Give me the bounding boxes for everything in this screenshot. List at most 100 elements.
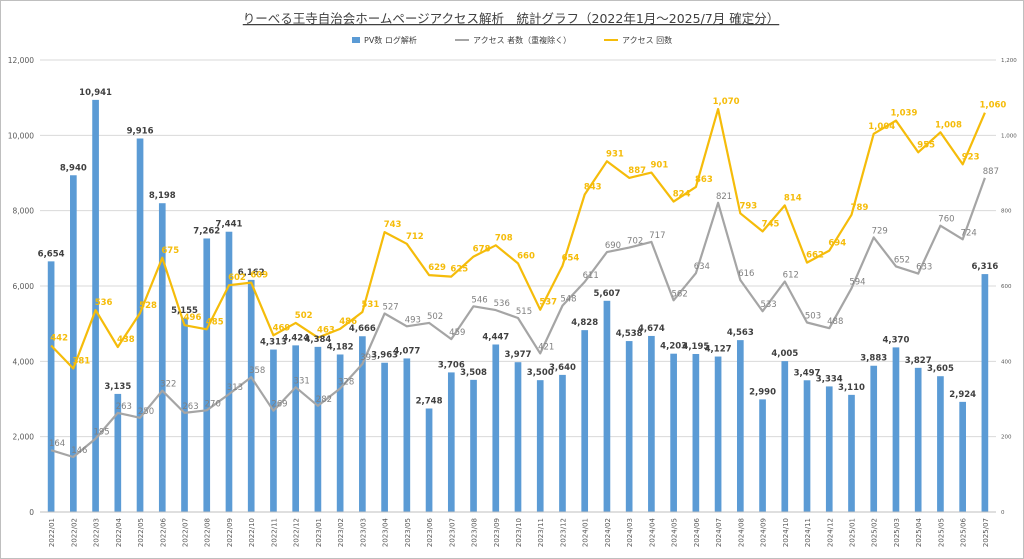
pv-bar: [181, 317, 188, 512]
pv-bar: [447, 372, 455, 512]
visitors-data-label: 282: [316, 395, 332, 405]
x-tick-label: 2025/05: [937, 518, 945, 547]
pv-data-label: 4,563: [727, 328, 754, 338]
pv-data-label: 4,313: [260, 338, 287, 348]
visitors-data-label: 421: [538, 342, 554, 352]
access-data-label: 463: [317, 326, 335, 336]
pv-data-label: 3,977: [505, 350, 532, 360]
access-data-label: 887: [628, 166, 646, 176]
y-right-tick-label: 600: [1001, 284, 1012, 290]
x-tick-label: 2023/06: [426, 517, 434, 547]
pv-bar: [247, 279, 255, 512]
pv-bar: [425, 408, 433, 512]
visitors-data-label: 634: [694, 262, 710, 272]
x-tick-label: 2025/02: [871, 518, 879, 547]
pv-data-label: 8,198: [149, 191, 176, 201]
pv-bar: [92, 99, 99, 512]
y-right-tick-label: 1,200: [1001, 58, 1017, 64]
x-tick-label: 2024/02: [604, 518, 612, 547]
access-data-label: 1,004: [868, 122, 895, 132]
y-right-tick-label: 400: [1001, 359, 1012, 365]
pv-bar: [114, 393, 122, 512]
x-tick-label: 2022/08: [204, 518, 212, 547]
visitors-data-label: 313: [227, 383, 243, 393]
access-data-label: 536: [95, 298, 113, 308]
visitors-data-label: 616: [738, 269, 754, 279]
access-data-label: 712: [406, 232, 424, 242]
x-tick-label: 2023/03: [359, 518, 367, 547]
pv-bar: [225, 231, 233, 512]
visitors-data-label: 164: [49, 439, 65, 449]
x-tick-label: 2023/01: [315, 518, 323, 547]
visitors-data-label: 821: [716, 192, 732, 202]
visitors-data-label: 502: [427, 312, 443, 322]
x-tick-label: 2024/10: [782, 518, 790, 547]
x-tick-label: 2025/03: [893, 518, 901, 547]
visitors-data-label: 322: [160, 380, 176, 390]
access-data-label: 502: [295, 311, 313, 321]
visitors-data-label: 533: [760, 300, 776, 310]
pv-bar: [603, 300, 611, 512]
x-tick-label: 2024/03: [626, 518, 634, 547]
visitors-data-label: 562: [672, 289, 688, 299]
pv-data-label: 4,674: [638, 324, 665, 334]
access-data-label: 625: [450, 265, 468, 275]
pv-data-label: 4,370: [883, 335, 910, 345]
x-tick-label: 2024/05: [671, 518, 679, 547]
pv-bar: [759, 399, 766, 512]
pv-data-label: 5,607: [593, 289, 620, 299]
access-data-label: 537: [539, 298, 557, 308]
pv-bar: [848, 394, 855, 512]
y-right-tick-label: 200: [1001, 435, 1012, 441]
visitors-data-label: 146: [71, 446, 87, 456]
pv-bar: [536, 380, 544, 512]
pv-data-label: 7,262: [193, 226, 220, 236]
pv-data-label: 3,883: [860, 354, 887, 364]
pv-bar: [403, 358, 411, 512]
visitors-data-label: 488: [827, 317, 843, 327]
pv-bar: [136, 138, 144, 513]
access-count-line: [50, 107, 986, 370]
y-left-tick-label: 0: [29, 508, 34, 517]
visitors-data-label: 328: [338, 377, 354, 387]
visitors-line: [50, 177, 986, 459]
pv-bar: [381, 362, 388, 512]
access-data-label: 793: [739, 201, 757, 211]
x-tick-label: 2022/12: [293, 518, 301, 547]
visitors-data-label: 729: [872, 226, 888, 236]
access-data-label: 743: [384, 220, 402, 230]
x-tick-label: 2022/01: [48, 518, 56, 547]
legend-pv-swatch: [352, 37, 360, 43]
pv-data-label: 4,005: [771, 349, 798, 359]
visitors-data-label: 612: [783, 270, 799, 280]
pv-bar: [870, 365, 878, 512]
x-tick-label: 2023/12: [559, 518, 567, 547]
pv-bar: [692, 353, 700, 512]
x-tick-label: 2024/04: [648, 517, 656, 547]
pv-data-label: 3,334: [816, 374, 843, 384]
access-data-label: 814: [784, 193, 802, 203]
legend-visitors-label: アクセス 者数（重複除く）: [473, 35, 571, 45]
pv-data-label: 3,497: [794, 368, 821, 378]
access-data-label: 442: [50, 334, 68, 344]
pv-data-label: 8,940: [60, 163, 87, 173]
x-tick-label: 2024/11: [804, 518, 812, 547]
access-data-label: 1,039: [891, 109, 918, 119]
pv-bar: [70, 175, 77, 512]
pv-bar: [492, 344, 500, 512]
x-tick-label: 2022/07: [182, 518, 190, 547]
visitors-data-label: 195: [93, 428, 109, 438]
y-axis-right: 0 200 400 600 800 1,000 1,200: [1001, 58, 1017, 516]
visitors-data-label: 270: [205, 399, 221, 409]
access-data-label: 678: [473, 245, 491, 255]
y-left-tick-label: 4,000: [13, 357, 35, 366]
pv-data-label: 3,963: [371, 351, 398, 361]
pv-bar: [781, 361, 789, 512]
x-tick-label: 2022/02: [70, 518, 78, 547]
visitors-data-label: 393: [360, 353, 376, 363]
pv-data-label: 3,640: [549, 363, 576, 373]
visitors-data-label: 459: [449, 328, 465, 338]
x-tick-label: 2024/06: [693, 517, 701, 547]
visitors-data-label: 358: [249, 366, 265, 376]
pv-data-label: 4,182: [327, 342, 354, 352]
